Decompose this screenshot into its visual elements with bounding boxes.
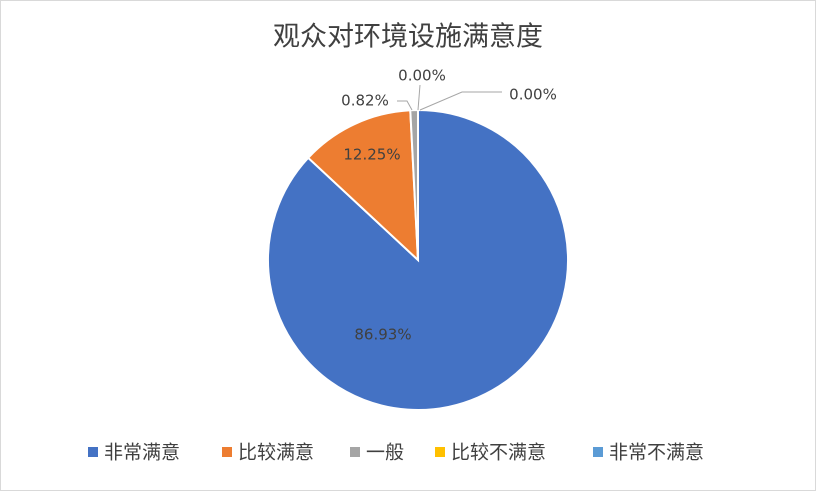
leader-line xyxy=(397,100,413,111)
data-label: 0.00% xyxy=(398,67,446,85)
data-label: 0.00% xyxy=(509,86,557,104)
leader-line xyxy=(417,84,421,111)
data-label: 0.82% xyxy=(341,92,389,110)
chart-title: 观众对环境设施满意度 xyxy=(273,22,543,53)
legend-swatch xyxy=(222,447,232,457)
legend-swatch xyxy=(350,447,360,457)
data-label: 12.25% xyxy=(343,146,400,164)
legend-label: 一般 xyxy=(366,442,404,464)
legend-swatch xyxy=(435,447,445,457)
legend-label: 比较满意 xyxy=(238,442,314,464)
legend-label: 非常满意 xyxy=(104,442,180,464)
legend-swatch xyxy=(593,447,603,457)
leader-line xyxy=(419,91,502,111)
data-label: 86.93% xyxy=(354,326,411,344)
legend-label: 比较不满意 xyxy=(451,442,546,464)
legend-swatch xyxy=(88,447,98,457)
legend-label: 非常不满意 xyxy=(609,442,704,464)
pie-slice xyxy=(267,108,569,411)
pie-slice xyxy=(306,109,420,263)
